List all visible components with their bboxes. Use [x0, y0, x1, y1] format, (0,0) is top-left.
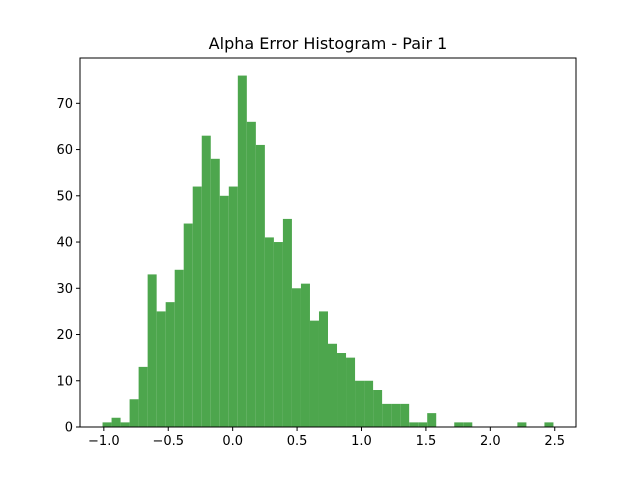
bar	[273, 242, 283, 427]
bar	[246, 121, 256, 428]
bar	[111, 417, 121, 427]
bar	[237, 75, 247, 428]
x-tick-label: 0.5	[287, 434, 308, 449]
y-tick-label: 60	[56, 143, 73, 158]
bar	[346, 357, 356, 427]
bar	[291, 288, 301, 427]
bar	[300, 283, 310, 427]
bar	[255, 144, 265, 428]
x-tick-label: 2.5	[544, 434, 565, 449]
bar	[355, 380, 365, 427]
bar	[318, 311, 328, 427]
bar	[129, 399, 139, 427]
x-tick-label: 1.0	[351, 434, 372, 449]
bar	[210, 158, 220, 427]
bar	[174, 269, 184, 427]
bar	[102, 422, 112, 427]
bar	[309, 320, 319, 427]
chart-title: Alpha Error Histogram - Pair 1	[209, 34, 448, 53]
y-tick-label: 50	[56, 189, 73, 204]
bar	[264, 237, 274, 427]
bar	[282, 218, 292, 427]
bar	[228, 186, 238, 427]
bar	[427, 413, 437, 427]
y-tick-label: 10	[56, 374, 73, 389]
x-tick-label: −0.5	[152, 434, 184, 449]
bar	[409, 422, 419, 427]
x-tick-label: 1.5	[416, 434, 437, 449]
bar	[364, 380, 374, 427]
bar	[373, 390, 383, 427]
bar	[382, 403, 392, 427]
bar	[400, 403, 410, 427]
bar	[192, 186, 202, 427]
y-tick-label: 30	[56, 282, 73, 297]
y-tick-label: 0	[65, 421, 73, 436]
bar	[156, 311, 166, 427]
bar	[517, 422, 527, 427]
bar	[165, 302, 175, 427]
y-tick-label: 40	[56, 236, 73, 251]
x-tick-label: 2.0	[480, 434, 501, 449]
bar	[454, 422, 464, 427]
bar	[418, 422, 428, 427]
y-tick-label: 20	[56, 328, 73, 343]
x-tick-label: −1.0	[88, 434, 120, 449]
bar	[337, 353, 347, 427]
bar	[201, 135, 211, 427]
bar	[328, 343, 338, 427]
bar	[544, 422, 554, 427]
y-tick-label: 70	[56, 97, 73, 112]
bar	[147, 274, 157, 427]
bar	[183, 223, 193, 427]
bar	[463, 422, 473, 427]
bar	[219, 195, 229, 427]
bar	[391, 403, 401, 427]
x-tick-label: 0.0	[222, 434, 243, 449]
bar	[138, 366, 148, 427]
bar	[120, 422, 130, 427]
